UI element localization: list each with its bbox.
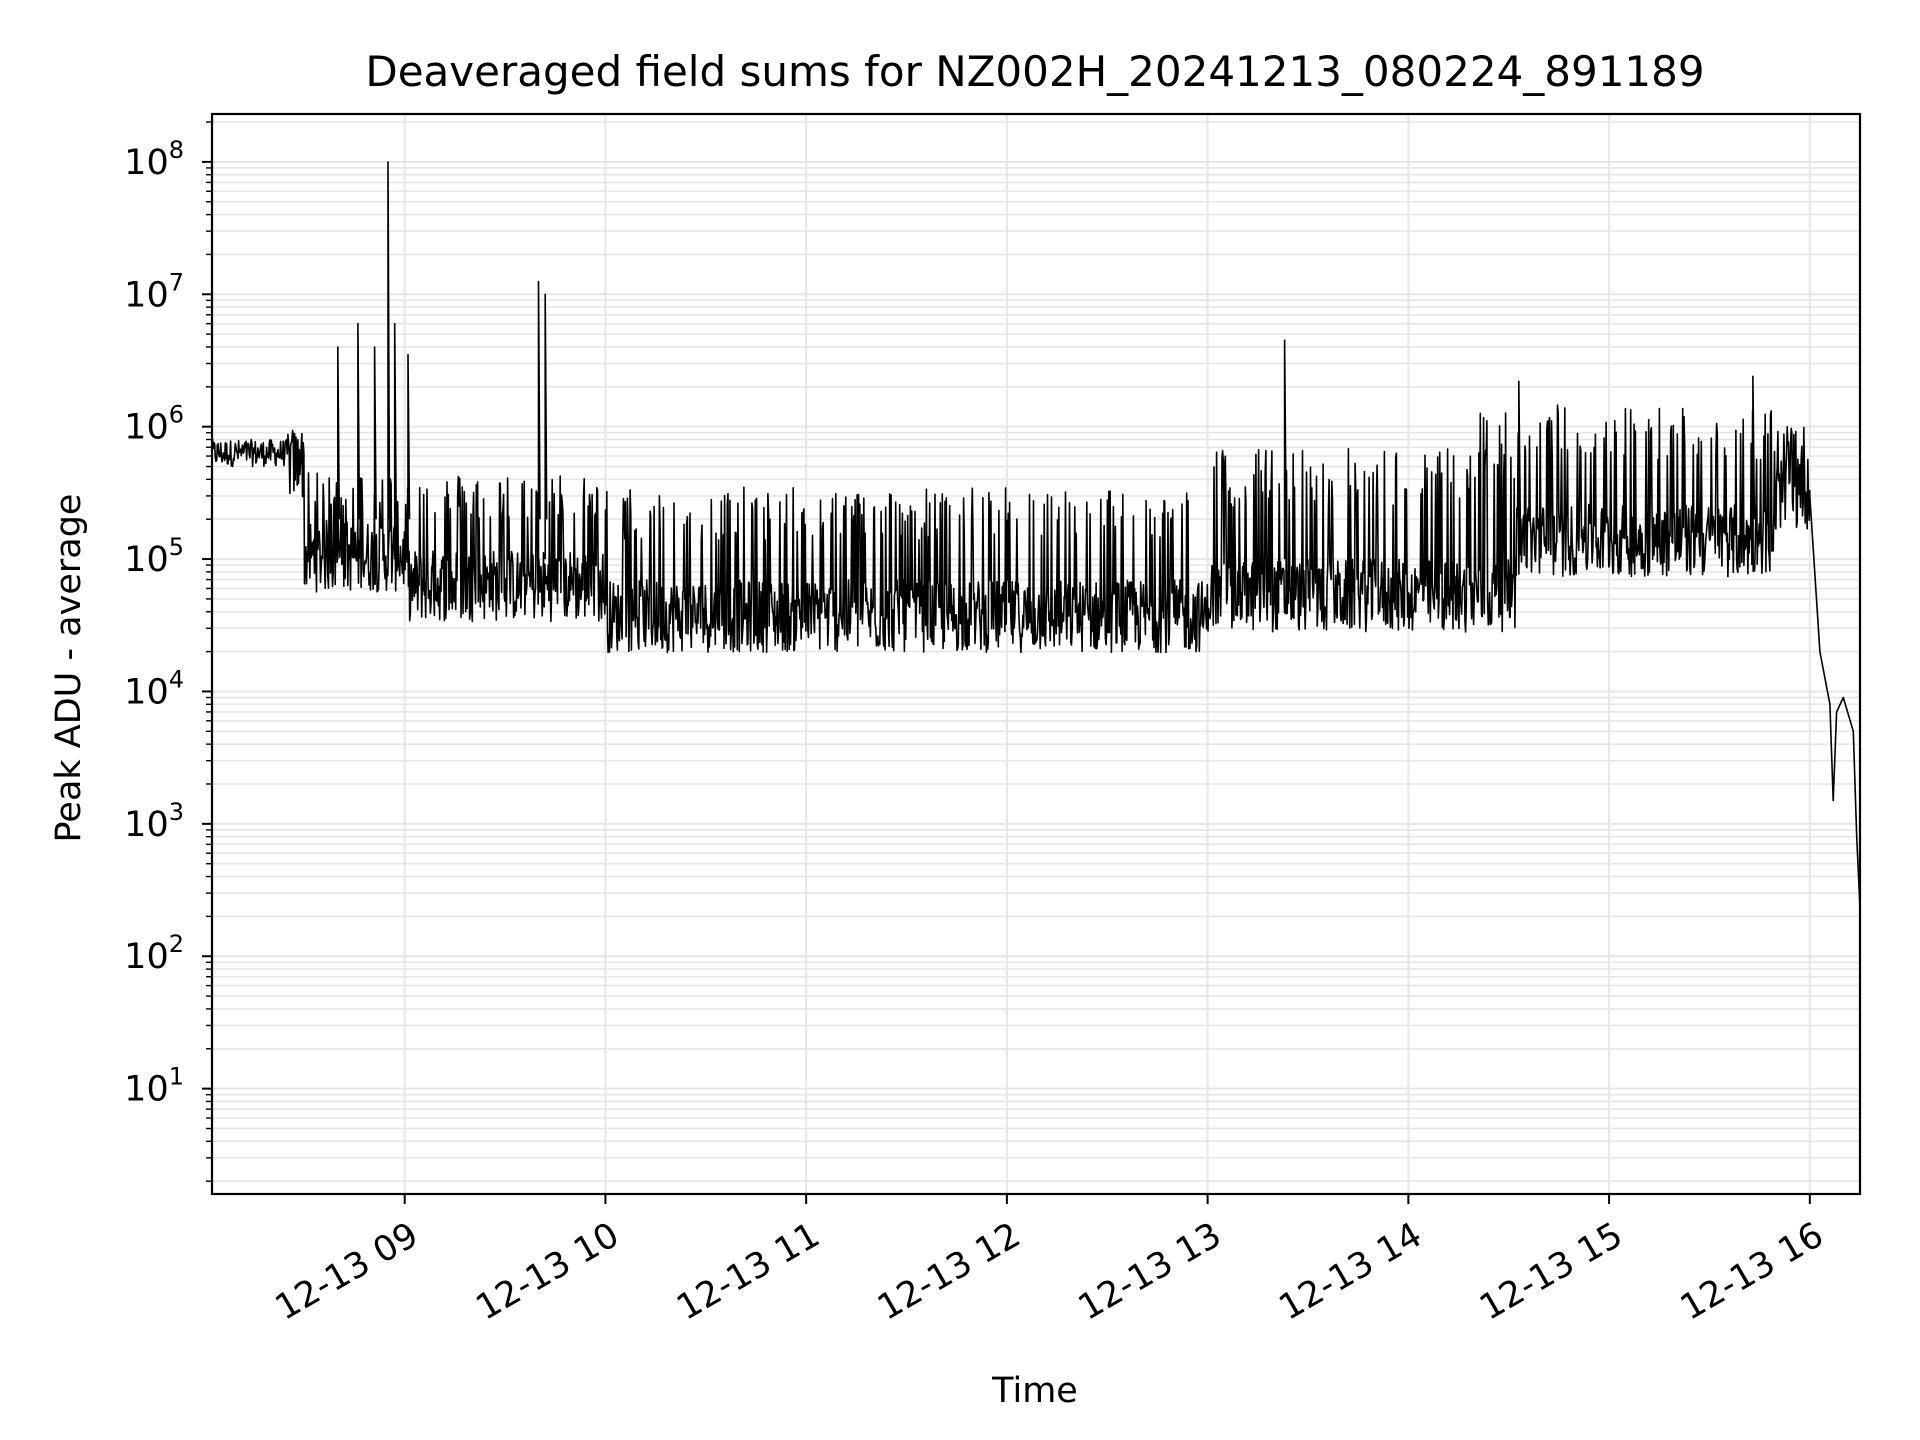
y-tick-exponent: 6	[169, 401, 184, 429]
y-tick-label: 104	[124, 665, 184, 712]
x-axis-label: Time	[991, 1371, 1078, 1411]
y-tick-exponent: 5	[169, 533, 184, 561]
y-tick-exponent: 4	[169, 665, 184, 693]
y-tick-label: 102	[124, 930, 184, 977]
y-tick-base: 10	[124, 275, 169, 315]
series-line	[211, 161, 1861, 1158]
y-axis-label: Peak ADU - average	[49, 494, 89, 843]
y-tick-label: 103	[124, 798, 184, 845]
y-tick-label: 105	[124, 533, 184, 580]
plot-frame	[210, 112, 1862, 1196]
y-tick-base: 10	[124, 937, 169, 977]
plot-area	[211, 161, 1861, 1158]
y-tick-base: 10	[124, 1070, 169, 1110]
y-tick-label: 108	[124, 136, 184, 183]
grid	[212, 114, 1860, 1194]
y-tick-exponent: 8	[169, 136, 184, 164]
y-tick-base: 10	[124, 143, 169, 183]
y-tick-base: 10	[124, 540, 169, 580]
y-tick-label: 101	[124, 1063, 184, 1110]
y-tick-base: 10	[124, 805, 169, 845]
y-tick-exponent: 2	[169, 930, 184, 958]
chart-title: Deaveraged field sums for NZ002H_2024121…	[365, 47, 1704, 96]
y-tick-base: 10	[124, 672, 169, 712]
y-tick-base: 10	[124, 408, 169, 448]
y-tick-label: 107	[124, 268, 184, 315]
y-tick-exponent: 7	[169, 268, 184, 296]
y-tick-exponent: 3	[169, 798, 184, 826]
y-tick-label: 106	[124, 401, 184, 448]
y-tick-exponent: 1	[169, 1063, 184, 1091]
